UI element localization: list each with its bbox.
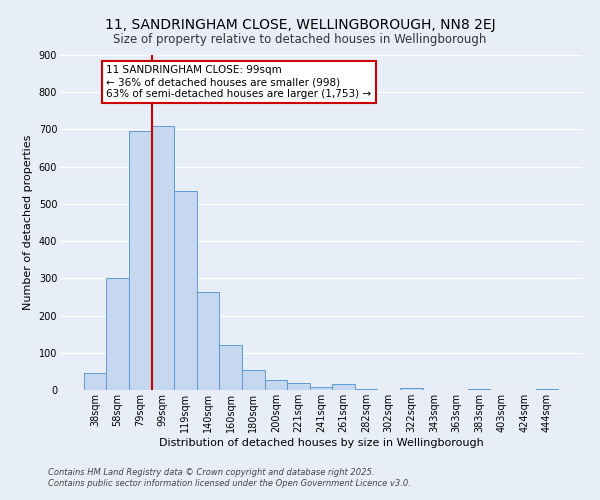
Text: 11 SANDRINGHAM CLOSE: 99sqm
← 36% of detached houses are smaller (998)
63% of se: 11 SANDRINGHAM CLOSE: 99sqm ← 36% of det… — [106, 66, 371, 98]
Bar — [84, 373, 106, 390]
Bar — [220, 344, 242, 390]
Text: Size of property relative to detached houses in Wellingborough: Size of property relative to detached ho… — [113, 32, 487, 46]
Bar — [332, 384, 355, 390]
X-axis label: Distribution of detached houses by size in Wellingborough: Distribution of detached houses by size … — [158, 438, 484, 448]
Y-axis label: Number of detached properties: Number of detached properties — [23, 135, 33, 310]
Bar — [310, 387, 332, 390]
Bar — [287, 384, 310, 390]
Text: Contains HM Land Registry data © Crown copyright and database right 2025.
Contai: Contains HM Land Registry data © Crown c… — [48, 468, 411, 487]
Bar — [355, 389, 377, 390]
Bar — [129, 132, 152, 390]
Bar — [400, 388, 422, 390]
Bar — [197, 292, 220, 390]
Bar — [174, 191, 197, 390]
Text: 11, SANDRINGHAM CLOSE, WELLINGBOROUGH, NN8 2EJ: 11, SANDRINGHAM CLOSE, WELLINGBOROUGH, N… — [104, 18, 496, 32]
Bar — [468, 389, 490, 390]
Bar — [152, 126, 174, 390]
Bar — [106, 278, 129, 390]
Bar — [242, 370, 265, 390]
Bar — [265, 380, 287, 390]
